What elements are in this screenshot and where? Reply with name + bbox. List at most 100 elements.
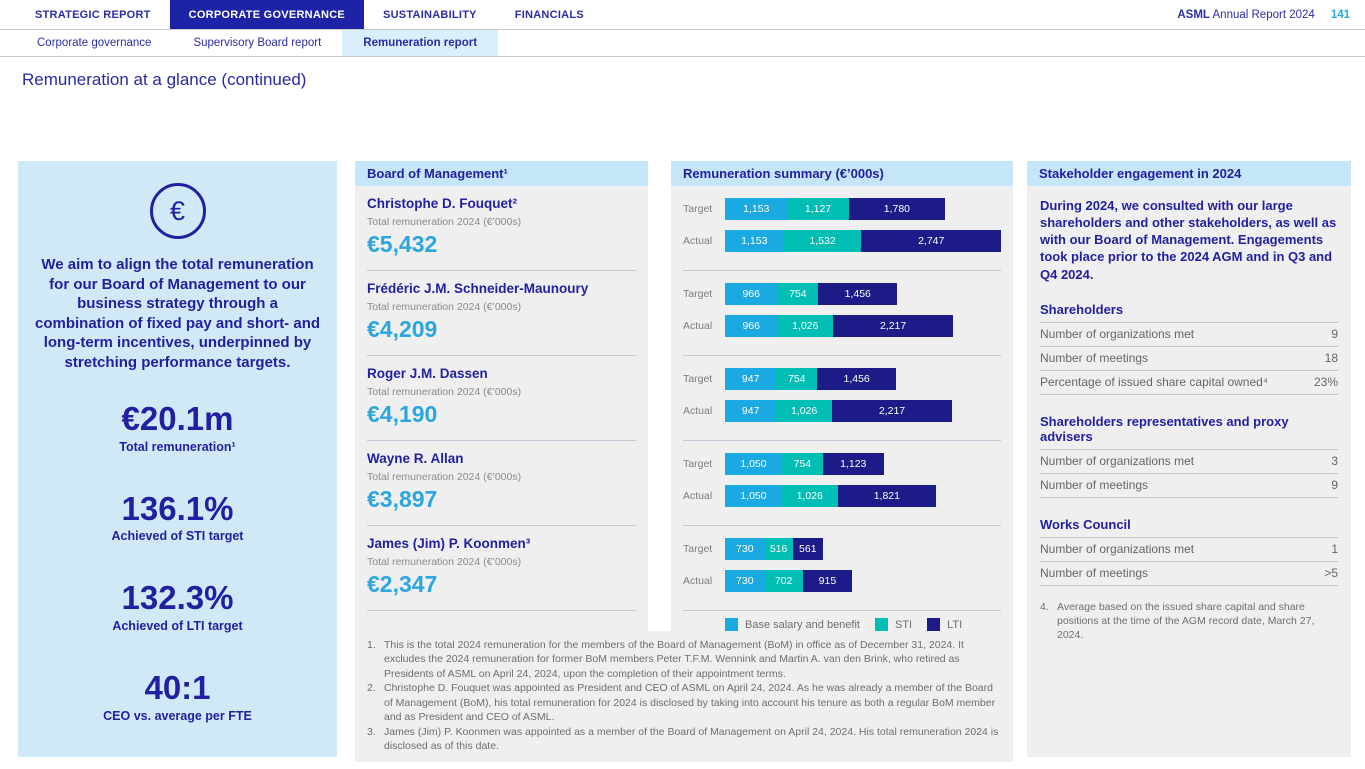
stat-value: 136.1%	[121, 489, 234, 527]
actual-bar-row: Actual 966 1,026 2,217	[683, 315, 1001, 337]
section-title: Shareholders	[1040, 301, 1124, 317]
sub-nav-remuneration-report[interactable]: Remuneration report	[342, 30, 499, 56]
stakeholder-intro: During 2024, we consulted with our large…	[1040, 198, 1337, 282]
bar-segment-lti: 915	[802, 570, 853, 592]
executive-row: Wayne R. Allan Total remuneration 2024 (€…	[367, 441, 637, 526]
row-value: 18	[1324, 351, 1338, 366]
stat-label: Total remuneration¹	[119, 439, 236, 454]
chart-legend: Base salary and benefit STI LTI	[671, 611, 1013, 631]
target-bar: 947 754 1,456	[725, 368, 897, 390]
footnote-number: 1.	[367, 639, 376, 651]
bar-segment-sti: 702	[764, 570, 803, 592]
executive-name: Christophe D. Fouquet²	[367, 196, 517, 211]
stat-achieved-of-sti-target: 136.1% Achieved of STI target	[18, 489, 337, 543]
target-bar: 1,050 754 1,123	[725, 453, 884, 475]
legend-item-lti: LTI	[927, 618, 962, 631]
target-bar-row: Target 730 516 561	[683, 538, 1001, 560]
bar-row-label: Target	[683, 288, 713, 300]
stakeholder-table-row: Number of meetings 18	[1040, 345, 1338, 370]
board-of-management-panel: Board of Management¹ Christophe D. Fouqu…	[355, 161, 1013, 762]
euro-icon: €	[149, 183, 206, 239]
stakeholder-panel: Stakeholder engagement in 2024 During 20…	[1027, 161, 1351, 757]
top-tab-corporate-governance[interactable]: CORPORATE GOVERNANCE	[169, 0, 365, 29]
report-brand: ASML	[1177, 8, 1210, 21]
stakeholder-section-shareholders: Shareholders Number of organizations met 9…	[1040, 301, 1338, 395]
bar-segment-lti: 1,821	[837, 485, 937, 507]
footnote-number: 3.	[367, 725, 376, 738]
bar-segment-base-salary-and-benefit: 966	[725, 315, 778, 337]
bar-segment-base-salary-and-benefit: 966	[725, 283, 778, 305]
top-nav-right: ASML Annual Report 2024 141	[1177, 0, 1365, 29]
report-title-text: Annual Report 2024	[1212, 8, 1315, 21]
total-remuneration-label: Total remuneration 2024 (€’000s)	[367, 216, 522, 228]
board-names-column: Board of Management¹ Christophe D. Fouqu…	[355, 161, 649, 631]
row-value: >5	[1324, 566, 1338, 581]
remuneration-bar-charts: Target 1,153 1,127 1,780 Actual 1,153 1,532 2,7…	[671, 186, 1013, 611]
executive-list: Christophe D. Fouquet² Total remuneration…	[355, 186, 648, 611]
executive-row: Roger J.M. Dassen Total remuneration 2024…	[367, 356, 637, 441]
stat-value: 40:1	[144, 668, 211, 706]
bar-segment-base-salary-and-benefit: 947	[725, 400, 777, 422]
row-value: 9	[1331, 478, 1338, 493]
bar-segment-base-salary-and-benefit: 1,050	[725, 485, 782, 507]
stakeholder-table-row: Number of meetings 9	[1040, 472, 1338, 498]
bar-segment-sti: 1,026	[777, 315, 833, 337]
row-label: Number of meetings	[1040, 566, 1149, 581]
highlight-panel: € We aim to align the total remuneration…	[18, 161, 337, 757]
footnote-text: This is the total 2024 remuneration for …	[384, 639, 964, 680]
total-remuneration-label: Total remuneration 2024 (€’000s)	[367, 301, 522, 313]
top-tab-strategic-report[interactable]: STRATEGIC REPORT	[35, 8, 151, 21]
bar-segment-base-salary-and-benefit: 1,050	[725, 453, 782, 475]
stat-value: €20.1m	[121, 400, 234, 437]
target-bar: 730 516 561	[725, 538, 823, 560]
bar-segment-sti: 1,026	[776, 400, 832, 422]
bar-row-label: Actual	[683, 490, 713, 502]
bar-segment-lti: 1,456	[817, 368, 897, 390]
stakeholder-table-row: Number of organizations met 9	[1040, 321, 1338, 346]
secondary-navigation: Corporate governance Supervisory Board re…	[0, 30, 1365, 57]
bar-segment-sti: 1,532	[783, 230, 862, 252]
stakeholder-table-row: Number of organizations met 3	[1040, 448, 1338, 473]
total-remuneration-value: €4,209	[367, 316, 438, 342]
sub-nav-corporate-governance[interactable]: Corporate governance	[37, 37, 152, 49]
actual-bar-row: Actual 947 1,026 2,217	[683, 400, 1001, 422]
target-bar: 1,153 1,127 1,780	[725, 198, 946, 220]
stat-label: Achieved of LTI target	[112, 618, 243, 633]
total-remuneration-value: €5,432	[367, 231, 438, 257]
bar-row-label: Target	[683, 543, 713, 555]
actual-bar-row: Actual 1,153 1,532 2,747	[683, 230, 1001, 252]
sub-nav-supervisory-board-report[interactable]: Supervisory Board report	[193, 37, 322, 49]
row-label: Number of organizations met	[1040, 327, 1195, 342]
bar-segment-lti: 2,217	[831, 400, 953, 422]
stakeholder-footnote: 4. Average based on the issued share cap…	[1040, 600, 1338, 643]
bar-row-label: Target	[683, 458, 713, 470]
row-label: Number of organizations met	[1040, 542, 1195, 557]
legend-label: LTI	[947, 618, 963, 631]
actual-bar: 947 1,026 2,217	[725, 400, 953, 422]
row-value: 1	[1331, 542, 1338, 557]
actual-bar: 1,050 1,026 1,821	[725, 485, 937, 507]
footnote-text: Christophe D. Fouquet was appointed as P…	[384, 682, 996, 724]
bar-group: Target 966 754 1,456 Actual 966 1,026 2,217	[683, 271, 1001, 356]
stat-label: CEO vs. average per FTE	[103, 708, 252, 723]
top-tab-sustainability[interactable]: SUSTAINABILITY	[383, 8, 477, 21]
bar-segment-sti: 754	[776, 368, 818, 390]
total-remuneration-value: €2,347	[367, 571, 438, 597]
executive-name: Wayne R. Allan	[367, 451, 464, 466]
section-title: Shareholders representatives and proxy a…	[1040, 413, 1289, 444]
target-bar-row: Target 947 754 1,456	[683, 368, 1001, 390]
row-label: Percentage of issued share capital owned…	[1040, 375, 1268, 390]
top-tab-financials[interactable]: FINANCIALS	[514, 8, 584, 21]
target-bar: 966 754 1,456	[725, 283, 898, 305]
bar-segment-lti: 1,123	[822, 453, 884, 475]
highlight-stats: €20.1m Total remuneration¹ 136.1% Achieved …	[18, 400, 337, 723]
bar-group: Target 730 516 561 Actual 730 702 915	[683, 526, 1001, 611]
executive-row: James (Jim) P. Koonmen³ Total remuneratio…	[367, 526, 637, 611]
legend-label: Base salary and benefit	[745, 618, 860, 631]
bar-row-label: Target	[683, 373, 713, 385]
total-remuneration-label: Total remuneration 2024 (€’000s)	[367, 471, 522, 483]
bar-group: Target 947 754 1,456 Actual 947 1,026 2,217	[683, 356, 1001, 441]
bar-segment-sti: 754	[781, 453, 823, 475]
remuneration-statement: We aim to align the total remuneration f…	[35, 256, 321, 371]
